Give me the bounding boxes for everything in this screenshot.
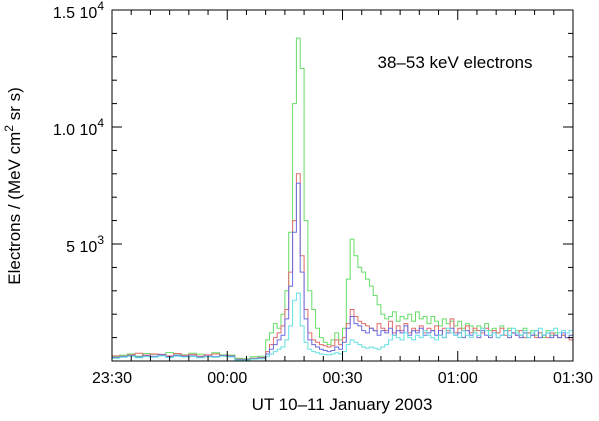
y-tick-label: 5 103 (66, 233, 104, 256)
y-tick-label: 1.0 104 (53, 116, 104, 139)
y-tick-label: 1.5 104 (53, 0, 104, 22)
x-tick-label: 00:00 (207, 370, 247, 387)
annotation-label: 38–53 keV electrons (378, 53, 533, 72)
series-line-4 (112, 292, 573, 361)
y-axis-label-sup: 2 (2, 125, 16, 132)
series-layer (112, 37, 573, 361)
x-tick-label: 23:30 (92, 370, 132, 387)
x-tick-label: 01:00 (438, 370, 478, 387)
y-axis-label-tail: sr s) (5, 87, 24, 125)
y-axis-label: Electrons / (MeV cm2 sr s) (2, 87, 24, 285)
tick-layer: 23:30 00:00 00:30 01:00 01:30 5 103 1.0 104 1.5… (53, 0, 593, 387)
series-line-1 (112, 37, 573, 360)
x-tick-label: 00:30 (322, 370, 362, 387)
x-tick-label: 01:30 (553, 370, 593, 387)
x-axis-label: UT 10–11 January 2003 (252, 395, 433, 414)
y-axis-label-main: Electrons / (MeV cm (5, 132, 24, 285)
